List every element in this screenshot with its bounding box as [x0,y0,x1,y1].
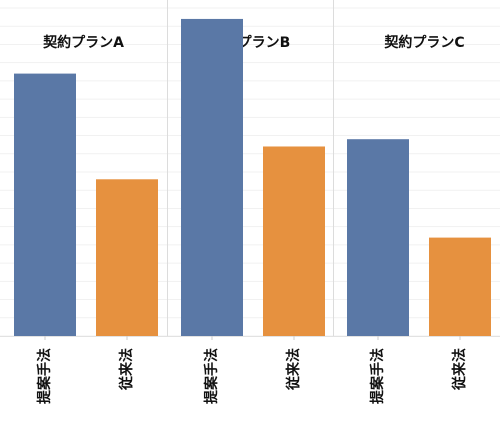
panel-title: 契約プランA [42,34,124,51]
bar-conventional [96,179,158,336]
bar-conventional [429,237,491,336]
x-tick-label: 従来法 [451,348,468,391]
x-tick-label: 提案手法 [36,348,53,404]
gridlines [0,7,500,337]
bar-proposed [14,73,76,336]
x-tick-label: 提案手法 [203,348,220,404]
x-tick-label: 提案手法 [369,348,386,404]
bar-proposed [347,139,409,336]
panel-1: 契約プランA 提案手法 従来法 [14,34,158,404]
panel-3: 契約プランC 提案手法 従来法 [347,34,491,404]
panel-title: 契約プランC [383,34,464,51]
bar-conventional [263,146,325,336]
x-tick-label: 従来法 [118,348,135,391]
bar-proposed [181,18,243,337]
x-tick-label: 従来法 [285,348,302,391]
